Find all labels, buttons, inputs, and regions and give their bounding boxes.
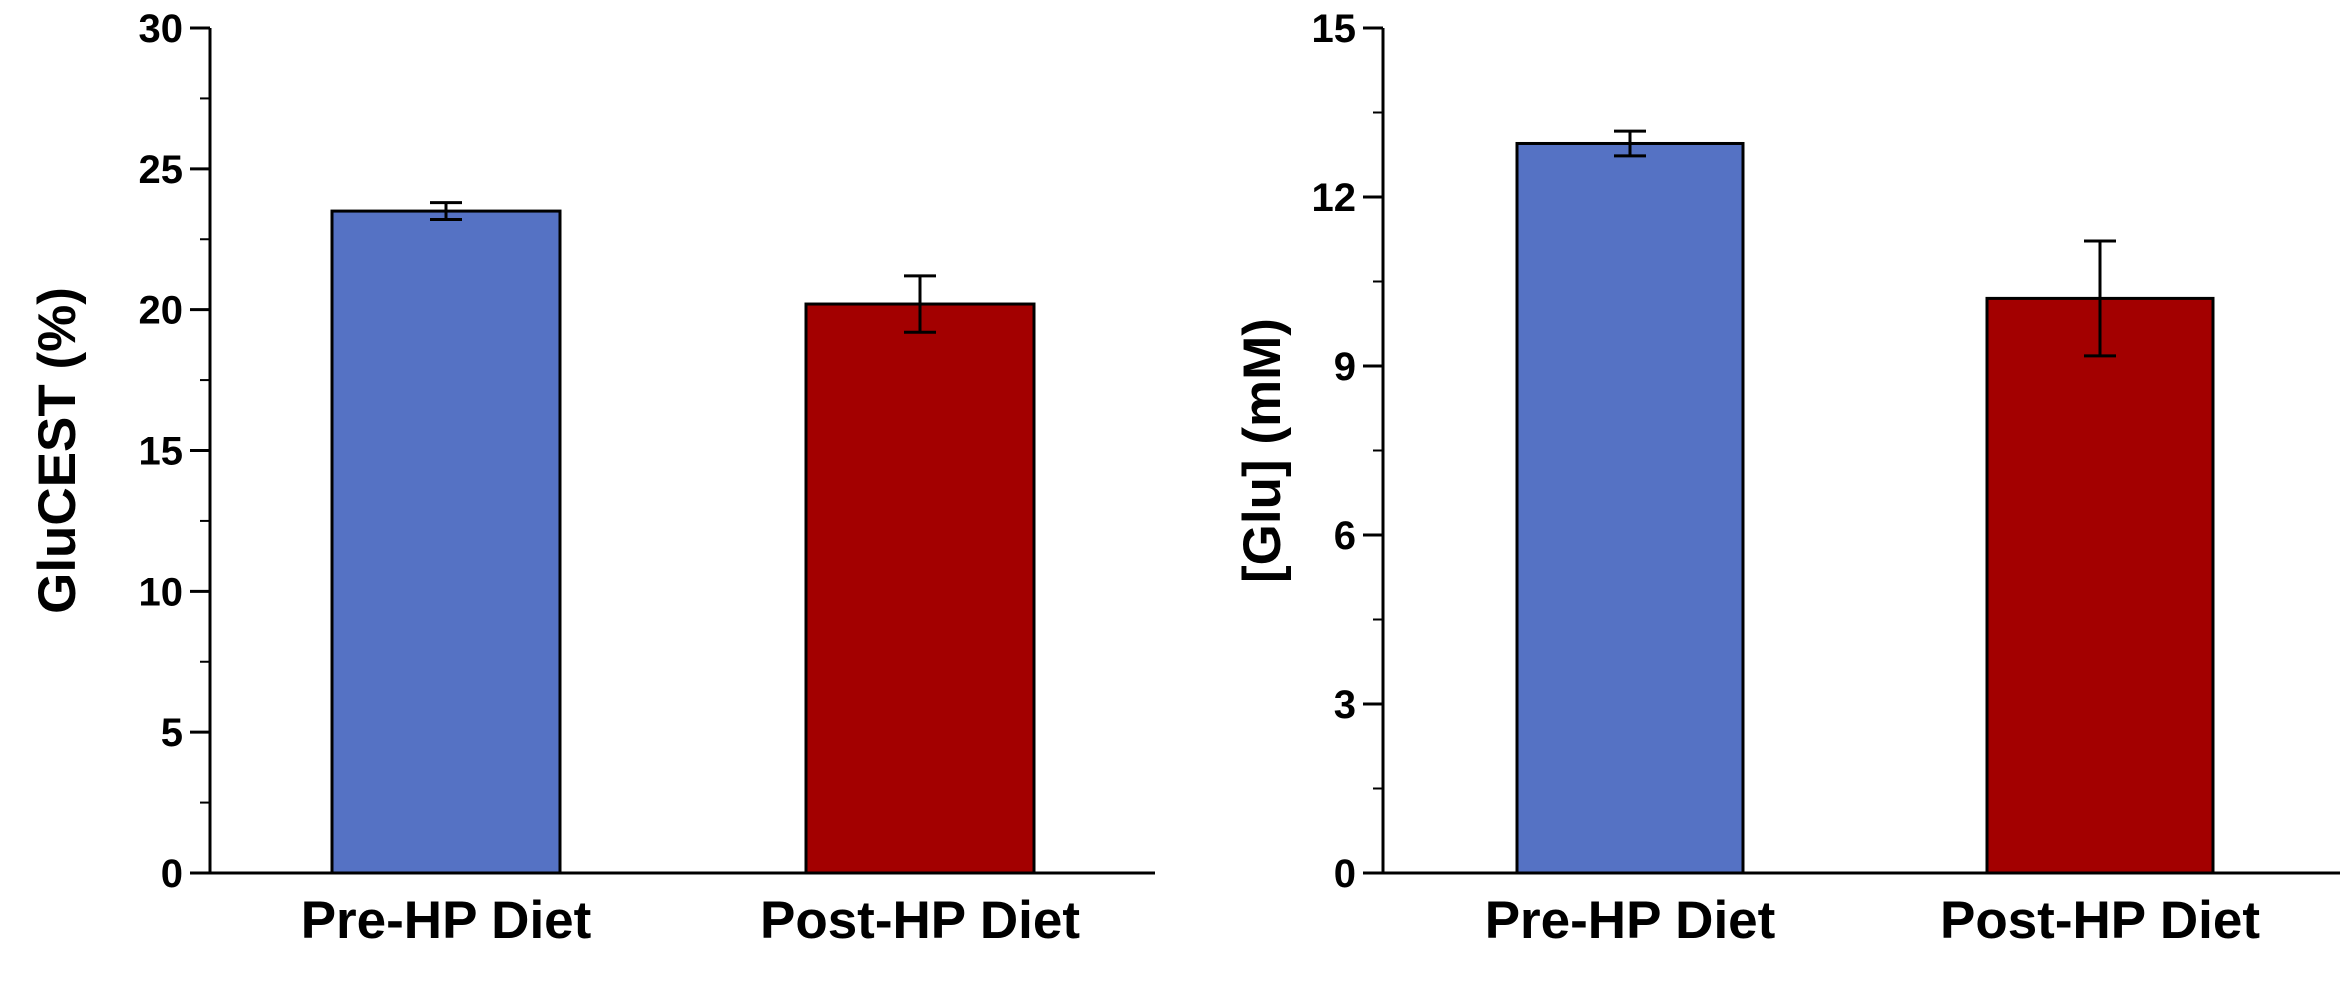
y-tick-label: 0 bbox=[1334, 852, 1356, 896]
y-tick-label: 10 bbox=[139, 570, 184, 614]
y-axis-title: [Glu] (mM) bbox=[1233, 318, 1292, 583]
bar-pre-hp-diet bbox=[1515, 141, 1745, 875]
y-tick-label: 5 bbox=[161, 711, 183, 755]
x-category-label: Pre-HP Diet bbox=[301, 891, 592, 950]
y-axis-title: GluCEST (%) bbox=[28, 287, 87, 614]
error-bar-0 bbox=[430, 201, 462, 222]
x-category-label: Pre-HP Diet bbox=[1485, 891, 1776, 950]
bar-pre-hp-diet bbox=[330, 209, 562, 875]
error-bar-1 bbox=[904, 274, 936, 334]
glutamate-chart: 0 3 6 9 12 15 Pre-HP Diet Post-HP Diet [Glu] (mM… bbox=[1233, 7, 2340, 950]
bar-post-hp-diet bbox=[1985, 296, 2215, 875]
error-bar-1 bbox=[2084, 239, 2116, 358]
y-tick-label: 20 bbox=[139, 289, 184, 333]
y-tick-label: 15 bbox=[1312, 7, 1357, 51]
y-tick-label: 25 bbox=[139, 148, 184, 192]
y-tick-label: 15 bbox=[139, 430, 184, 474]
y-tick-label: 0 bbox=[161, 852, 183, 896]
x-category-label: Post-HP Diet bbox=[760, 891, 1080, 950]
glucest-chart: 0 5 10 15 20 25 30 Pre-HP Diet Post-HP Diet GluCE… bbox=[28, 7, 1155, 950]
x-category-label: Post-HP Diet bbox=[1940, 891, 2260, 950]
y-tick-label: 9 bbox=[1334, 345, 1356, 389]
y-tick-label: 6 bbox=[1334, 514, 1356, 558]
error-bar-0 bbox=[1614, 129, 1646, 158]
bar-post-hp-diet bbox=[804, 302, 1036, 875]
y-tick-label: 3 bbox=[1334, 683, 1356, 727]
y-tick-label: 30 bbox=[139, 7, 184, 51]
y-tick-label: 12 bbox=[1312, 176, 1357, 220]
